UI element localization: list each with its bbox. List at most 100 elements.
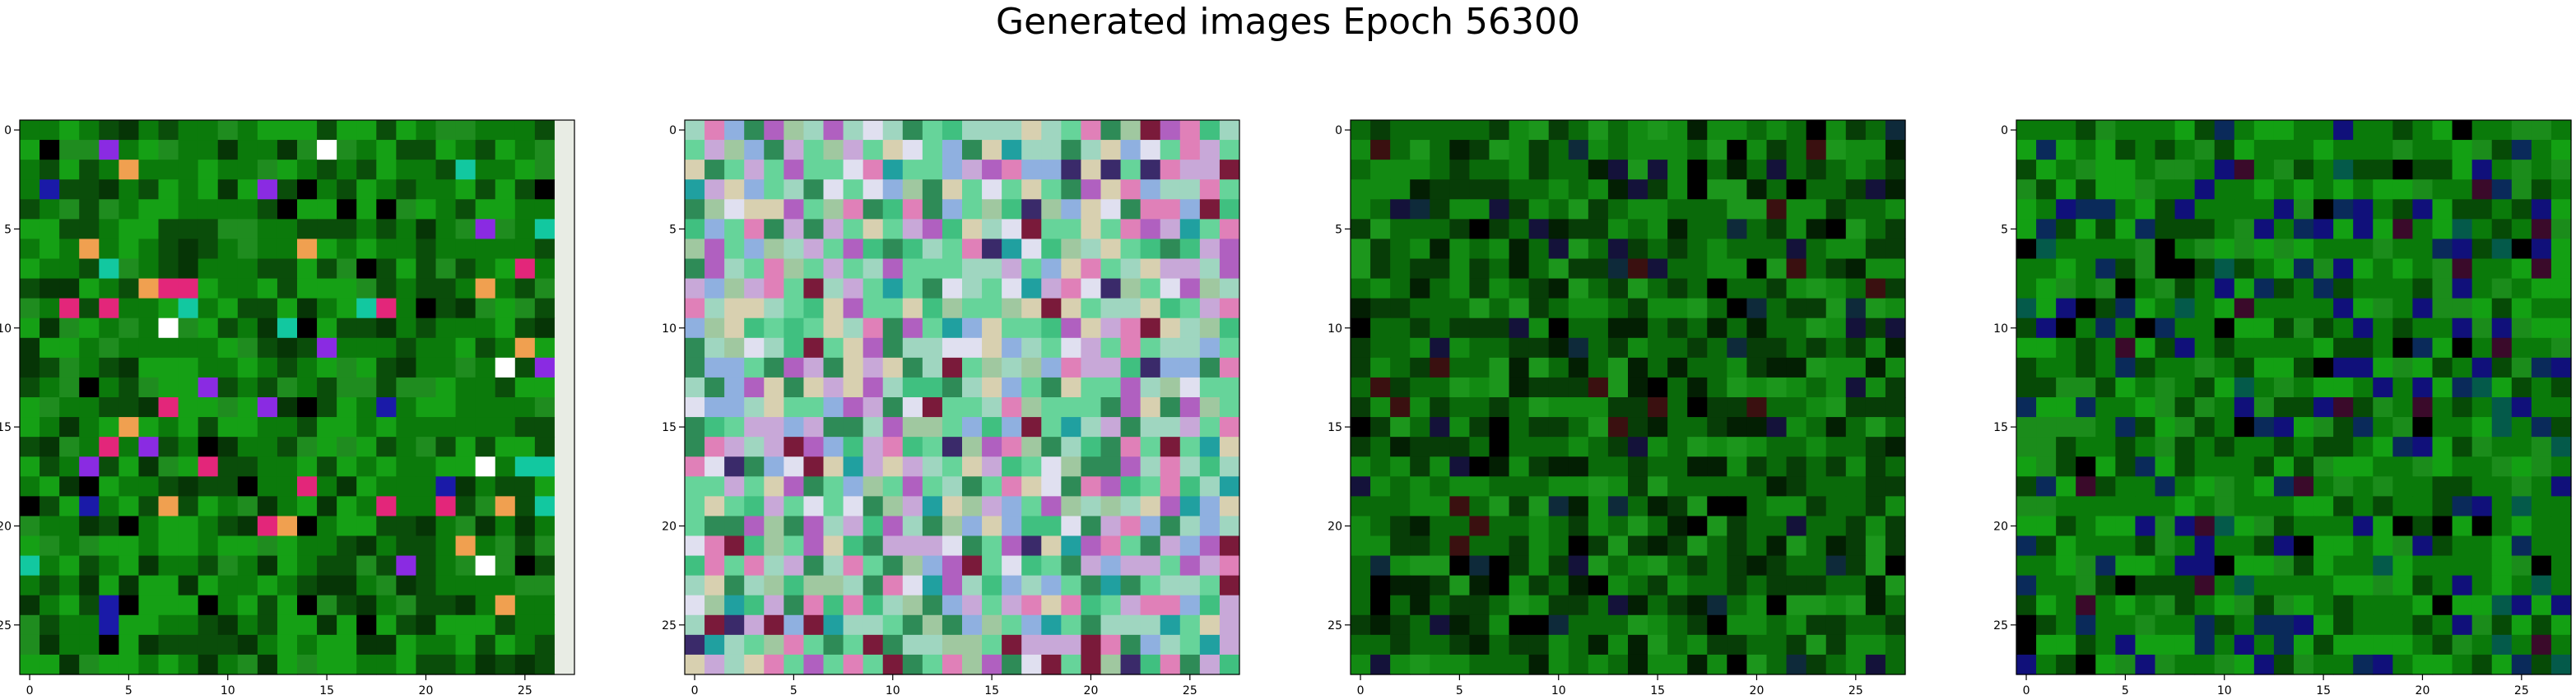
- pixel-cell: [1786, 634, 1807, 656]
- pixel-cell: [455, 239, 477, 260]
- pixel-cell: [475, 239, 496, 260]
- pixel-cell: [1449, 397, 1471, 418]
- pixel-cell: [2412, 634, 2434, 656]
- pixel-cell: [685, 298, 705, 319]
- pixel-cell: [1727, 535, 1748, 557]
- pixel-cell: [2452, 397, 2473, 418]
- pixel-cell: [2135, 654, 2156, 675]
- pixel-cell: [1548, 634, 1569, 656]
- pixel-cell: [982, 120, 1002, 141]
- pixel-cell: [2253, 555, 2275, 577]
- pixel-cell: [1865, 317, 1886, 339]
- pixel-cell: [1219, 397, 1240, 418]
- pixel-cell: [2036, 278, 2057, 299]
- pixel-cell: [1687, 120, 1708, 141]
- pixel-cell: [2471, 595, 2493, 616]
- pixel-cell: [982, 140, 1002, 160]
- pixel-cell: [178, 160, 199, 180]
- pixel-cell: [2392, 357, 2414, 378]
- pixel-cell: [2373, 555, 2393, 577]
- pixel-cell: [554, 179, 575, 200]
- pixel-cell: [1021, 397, 1042, 418]
- pixel-cell: [1179, 239, 1201, 260]
- pixel-cell: [337, 634, 357, 656]
- pixel-cell: [704, 278, 725, 299]
- pixel-cell: [1449, 456, 1471, 477]
- pixel-cell: [1786, 476, 1807, 497]
- pixel-cell: [2333, 239, 2354, 260]
- pixel-cell: [2214, 634, 2235, 656]
- pixel-cell: [1351, 140, 1371, 160]
- pixel-cell: [1786, 337, 1807, 359]
- pixel-cell: [2155, 140, 2176, 160]
- pixel-cell: [863, 278, 884, 299]
- pixel-cell: [1390, 357, 1411, 378]
- pixel-cell: [1002, 239, 1022, 260]
- x-tick-label: 15: [984, 684, 999, 695]
- pixel-cell: [1179, 219, 1201, 240]
- pixel-cell: [1410, 397, 1430, 418]
- pixel-cell: [1865, 239, 1886, 260]
- pixel-cell: [455, 278, 477, 299]
- pixel-cell: [2234, 614, 2255, 636]
- pixel-cell: [764, 437, 784, 457]
- pixel-cell: [2294, 575, 2314, 596]
- pixel-cell: [942, 298, 963, 319]
- pixel-cell: [2016, 219, 2037, 240]
- pixel-cell: [764, 337, 784, 359]
- x-tick-label: 5: [790, 684, 797, 695]
- pixel-cell: [217, 258, 239, 280]
- pixel-cell: [20, 496, 40, 517]
- pixel-cell: [1140, 516, 1161, 537]
- pixel-cell: [724, 397, 745, 418]
- pixel-cell: [823, 575, 844, 596]
- pixel-cell: [138, 555, 160, 577]
- pixel-cell: [317, 654, 337, 675]
- pixel-cell: [1219, 496, 1240, 517]
- pixel-cell: [217, 417, 239, 438]
- pixel-cell: [2194, 298, 2216, 319]
- pixel-cell: [783, 239, 805, 260]
- pixel-cell: [2531, 417, 2552, 438]
- pixel-cell: [119, 575, 140, 596]
- pixel-cell: [79, 417, 100, 438]
- pixel-cell: [277, 614, 298, 636]
- pixel-cell: [20, 337, 40, 359]
- pixel-cell: [823, 357, 844, 378]
- pixel-cell: [2313, 278, 2334, 299]
- pixel-cell: [435, 575, 457, 596]
- pixel-cell: [1449, 654, 1471, 675]
- pixel-cell: [2452, 199, 2473, 220]
- pixel-cell: [257, 258, 278, 280]
- pixel-cell: [1707, 595, 1727, 616]
- pixel-cell: [237, 357, 258, 378]
- pixel-cell: [475, 377, 496, 398]
- pixel-cell: [297, 357, 318, 378]
- pixel-cell: [119, 120, 140, 141]
- pixel-cell: [2095, 614, 2116, 636]
- pixel-cell: [138, 199, 160, 220]
- pixel-cell: [863, 298, 884, 319]
- pixel-cell: [1449, 219, 1471, 240]
- pixel-cell: [237, 199, 258, 220]
- pixel-cell: [1687, 496, 1708, 517]
- pixel-cell: [1390, 337, 1411, 359]
- pixel-cell: [59, 278, 80, 299]
- pixel-cell: [863, 496, 884, 517]
- pixel-cell: [495, 516, 516, 537]
- pixel-cell: [1410, 179, 1430, 200]
- y-tick-label: 20: [1993, 520, 2008, 533]
- pixel-cell: [1885, 397, 1906, 418]
- pixel-cell: [863, 575, 884, 596]
- pixel-cell: [20, 535, 40, 557]
- pixel-cell: [396, 595, 417, 616]
- pixel-cell: [2353, 337, 2374, 359]
- pixel-cell: [982, 496, 1002, 517]
- pixel-cell: [257, 456, 278, 477]
- pixel-cell: [416, 258, 437, 280]
- pixel-cell: [1100, 357, 1122, 378]
- pixel-cell: [962, 397, 983, 418]
- pixel-cell: [2234, 437, 2255, 457]
- pixel-cell: [764, 239, 784, 260]
- pixel-cell: [1410, 555, 1430, 577]
